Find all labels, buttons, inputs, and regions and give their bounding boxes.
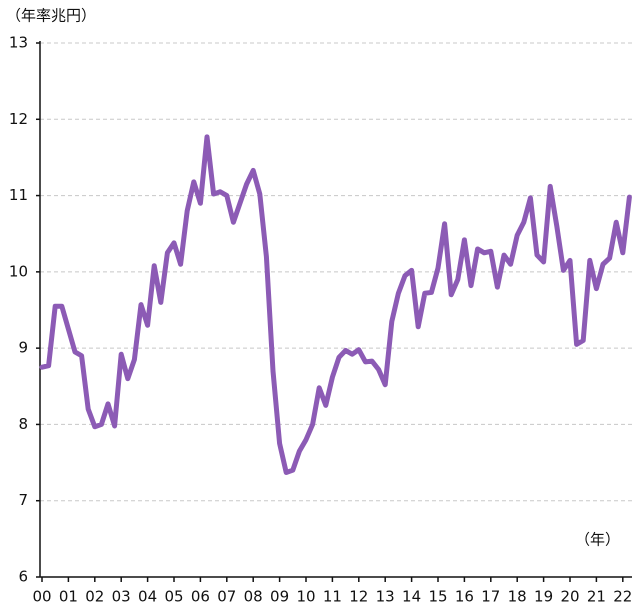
y-tick-label: 8 [18,415,28,433]
x-tick-label: 08 [244,588,263,606]
x-tick-label: 20 [560,588,579,606]
x-tick-label: 03 [112,588,131,606]
x-tick-label: 05 [164,588,183,606]
y-tick-label: 6 [18,568,28,586]
y-tick-label: 12 [9,110,28,128]
x-tick-label: 02 [85,588,104,606]
x-tick-label: 13 [376,588,395,606]
x-tick-label: 15 [428,588,447,606]
line-series [39,134,632,475]
x-tick-label: 07 [217,588,236,606]
x-tick-label: 06 [191,588,210,606]
x-axis-label: （年） [575,531,620,549]
x-tick-label: 14 [402,588,421,606]
x-tick-label: 04 [138,588,157,606]
x-tick-label: 09 [270,588,289,606]
x-tick-label: 22 [613,588,632,606]
x-tick-label: 11 [323,588,342,606]
y-tick-label: 7 [18,491,28,509]
x-tick-label: 00 [32,588,51,606]
y-tick-label: 13 [9,34,28,52]
x-tick-label: 19 [534,588,553,606]
x-tick-label: 17 [481,588,500,606]
y-tick-label: 10 [9,262,28,280]
y-tick-label: 11 [9,186,28,204]
x-tick-label: 12 [349,588,368,606]
x-tick-label: 18 [508,588,527,606]
y-axis-label: （年率兆円） [6,7,96,25]
y-tick-label: 9 [18,339,28,357]
x-tick-label: 16 [455,588,474,606]
x-tick-label: 10 [296,588,315,606]
x-tick-label: 01 [59,588,78,606]
x-tick-label: 21 [587,588,606,606]
